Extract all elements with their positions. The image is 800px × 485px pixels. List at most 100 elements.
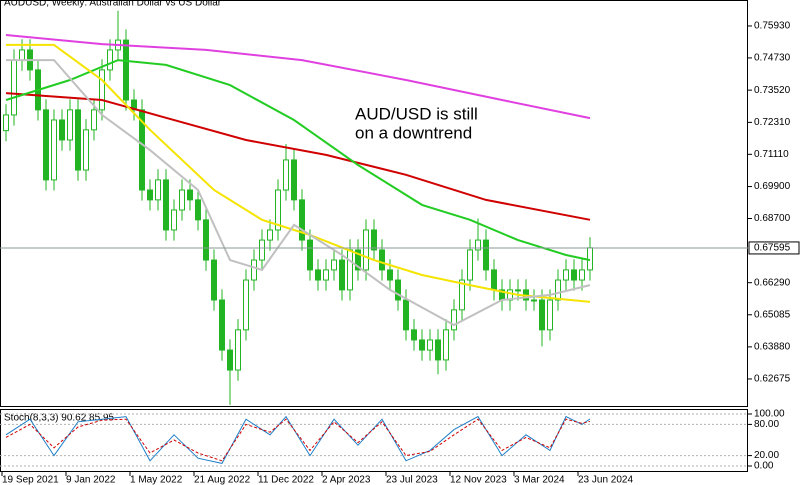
- candle-body: [547, 299, 553, 331]
- candle-body: [3, 114, 9, 132]
- candle-body: [563, 269, 569, 281]
- candle-body: [459, 279, 465, 311]
- candle-body: [347, 249, 353, 291]
- x-tick-label: 1 May 2022: [130, 475, 183, 485]
- annotation: on a downtrend: [355, 123, 472, 142]
- y-tick-label: 0.75930: [754, 21, 791, 32]
- candle-body: [235, 329, 241, 371]
- candle-body: [51, 119, 57, 181]
- candle-body: [267, 229, 273, 241]
- candle-body: [83, 129, 89, 171]
- price-box: [748, 241, 800, 255]
- moving-average: [5, 59, 591, 262]
- candle-body: [443, 329, 449, 361]
- x-tick-label: 23 Jul 2023: [386, 475, 438, 485]
- y-tick-label: 0.66290: [754, 277, 791, 288]
- candle-body: [475, 239, 481, 251]
- x-tick-label: 23 Jun 2024: [578, 475, 633, 485]
- y-tick-label: 0.63880: [754, 342, 791, 353]
- stoch-title: Stoch(8,3,3) 90.62 85.95: [4, 413, 115, 424]
- candle-body: [579, 269, 585, 281]
- y-tick-label: 0.73520: [754, 85, 791, 96]
- candle-body: [411, 329, 417, 341]
- candle-body: [387, 269, 393, 281]
- moving-average: [5, 92, 591, 221]
- x-tick-label: 3 Mar 2024: [514, 475, 565, 485]
- candle-body: [211, 259, 217, 301]
- candle-body: [179, 189, 185, 211]
- candle-body: [107, 49, 113, 71]
- candle-body: [147, 189, 153, 201]
- candle-body: [363, 229, 369, 271]
- candle-body: [299, 199, 305, 241]
- candle-body: [571, 269, 577, 281]
- moving-average: [6, 43, 591, 303]
- candle-body: [467, 249, 473, 281]
- candle-body: [427, 339, 433, 351]
- candle-body: [291, 159, 297, 201]
- candle-body: [323, 269, 329, 281]
- stoch-line: [5, 418, 591, 462]
- main-frame: [0, 0, 748, 407]
- candle-body: [403, 299, 409, 331]
- candle-body: [491, 269, 497, 291]
- candle-body: [275, 189, 281, 231]
- y-tick-label: 0.69900: [754, 181, 791, 192]
- candle-body: [155, 179, 161, 201]
- candle-body: [43, 109, 49, 181]
- candles: [3, 10, 593, 405]
- candle-body: [203, 219, 209, 261]
- y-tick-label: 0.74730: [754, 53, 791, 64]
- candle-body: [75, 109, 81, 171]
- candle-body: [251, 259, 257, 281]
- candle-body: [91, 109, 97, 131]
- candle-body: [19, 49, 25, 61]
- candle-body: [555, 279, 561, 301]
- y-tick-label: 0.68700: [754, 213, 791, 224]
- moving-average: [6, 59, 591, 327]
- candle-body: [227, 349, 233, 371]
- candle-body: [515, 289, 521, 292]
- candle-body: [371, 229, 377, 251]
- stoch-tick-label: 0.00: [754, 461, 774, 472]
- x-tick-label: 12 Nov 2023: [450, 475, 507, 485]
- candle-body: [283, 159, 289, 191]
- price-label: 0.67595: [754, 243, 791, 254]
- candle-body: [67, 109, 73, 141]
- y-tick-label: 0.72310: [754, 117, 791, 128]
- candle-body: [451, 309, 457, 331]
- stoch-tick-label: 80.00: [754, 419, 779, 430]
- candle-body: [259, 239, 265, 261]
- stoch-tick-label: 20.00: [754, 450, 779, 461]
- x-tick-label: 19 Sep 2021: [2, 475, 59, 485]
- candle-body: [123, 39, 129, 101]
- candle-body: [355, 249, 361, 271]
- x-tick-label: 21 Aug 2022: [194, 475, 251, 485]
- moving-average: [5, 34, 591, 120]
- candle-body: [171, 209, 177, 231]
- stoch-line: [5, 415, 591, 464]
- x-tick-label: 11 Dec 2022: [258, 475, 314, 485]
- candle-body: [163, 179, 169, 231]
- candle-body: [379, 249, 385, 271]
- candle-body: [339, 259, 345, 291]
- y-tick-label: 0.71110: [754, 149, 789, 160]
- candle-body: [539, 299, 545, 331]
- candle-body: [187, 189, 193, 201]
- candle-body: [435, 339, 441, 361]
- candle-body: [99, 69, 105, 111]
- y-tick-label: 0.62675: [754, 374, 791, 385]
- candle-body: [219, 299, 225, 351]
- candle-body: [195, 199, 201, 221]
- stoch-frame: [0, 409, 748, 472]
- x-tick-label: 9 Jan 2022: [66, 475, 116, 485]
- y-tick-label: 0.65085: [754, 309, 791, 320]
- x-tick-label: 2 Apr 2023: [322, 475, 371, 485]
- candle-body: [59, 119, 65, 141]
- chart-title: AUDUSD, Weekly: Australian Dollar vs US …: [4, 0, 222, 9]
- candle-body: [139, 109, 145, 191]
- candle-body: [395, 279, 401, 301]
